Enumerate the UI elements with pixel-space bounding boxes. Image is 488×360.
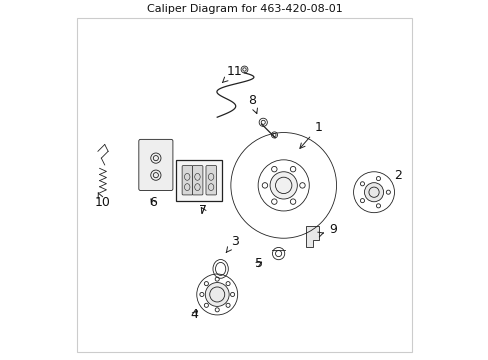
Text: 2: 2 (394, 168, 402, 181)
FancyBboxPatch shape (139, 139, 173, 190)
Text: 3: 3 (226, 235, 238, 252)
Text: 11: 11 (222, 65, 242, 82)
Title: Caliper Diagram for 463-420-08-01: Caliper Diagram for 463-420-08-01 (146, 4, 342, 14)
Circle shape (364, 183, 383, 202)
Circle shape (205, 283, 229, 306)
Text: 4: 4 (189, 308, 198, 321)
FancyBboxPatch shape (182, 166, 192, 195)
Text: 5: 5 (254, 257, 262, 270)
Text: 10: 10 (94, 193, 110, 209)
Polygon shape (305, 226, 319, 247)
FancyBboxPatch shape (205, 166, 216, 195)
Bar (176, 160, 222, 201)
FancyBboxPatch shape (192, 166, 203, 195)
Text: 8: 8 (247, 94, 257, 113)
Text: 1: 1 (299, 121, 322, 148)
Text: 7: 7 (199, 204, 207, 217)
Text: 9: 9 (317, 223, 337, 237)
Circle shape (269, 172, 297, 199)
Text: 6: 6 (149, 196, 157, 209)
